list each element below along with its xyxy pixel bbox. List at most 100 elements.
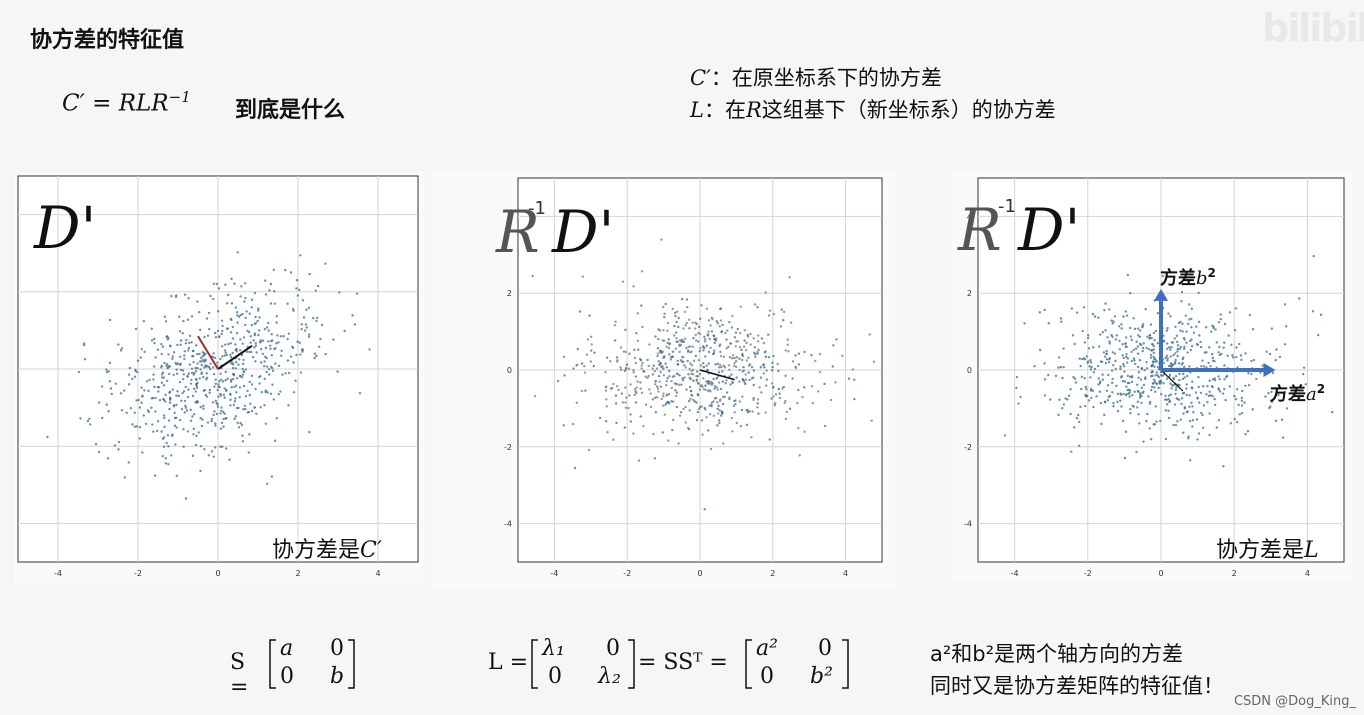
data-point: [716, 388, 719, 391]
data-point: [712, 400, 715, 403]
data-point: [1023, 322, 1026, 325]
data-point: [683, 337, 687, 340]
data-point: [1218, 390, 1222, 393]
data-point: [1261, 364, 1264, 367]
data-point: [1057, 366, 1060, 369]
data-point: [168, 396, 172, 400]
data-point: [1121, 354, 1124, 357]
data-point: [710, 401, 713, 404]
data-point: [1104, 302, 1107, 305]
data-point: [230, 277, 233, 281]
data-point: [279, 335, 283, 338]
data-point: [694, 333, 697, 337]
data-point: [205, 372, 208, 375]
data-point: [660, 397, 664, 401]
data-point: [1075, 417, 1079, 420]
data-point: [772, 395, 775, 398]
data-point: [646, 358, 649, 362]
data-point: [1102, 351, 1106, 354]
data-point: [1111, 351, 1114, 354]
data-point: [203, 388, 207, 392]
data-point: [676, 362, 680, 366]
note-c: C′：在原坐标系下的协方差: [690, 62, 942, 92]
data-point: [706, 334, 709, 337]
data-point: [1136, 365, 1140, 369]
data-point: [661, 365, 664, 368]
data-point: [706, 389, 710, 393]
data-point: [240, 285, 243, 288]
data-point: [284, 372, 287, 375]
data-point: [1124, 393, 1128, 397]
data-point: [1197, 385, 1200, 389]
data-point: [175, 394, 178, 397]
caption-right-text: 协方差是: [1216, 538, 1305, 563]
data-point: [157, 386, 161, 389]
data-point: [1244, 432, 1247, 436]
data-point: [168, 419, 171, 422]
data-point: [637, 348, 640, 351]
data-point: [1269, 405, 1272, 408]
data-point: [275, 321, 278, 324]
data-point: [209, 367, 212, 371]
data-point: [654, 383, 657, 386]
data-point: [1182, 391, 1186, 395]
data-point: [1140, 386, 1144, 390]
data-point: [672, 418, 675, 422]
data-point: [1198, 334, 1201, 337]
data-point: [1084, 404, 1087, 408]
data-point: [777, 387, 781, 391]
y-tick-label: -4: [964, 520, 972, 529]
data-point: [224, 379, 227, 382]
data-point: [219, 445, 222, 448]
data-point: [1174, 374, 1178, 378]
data-point: [174, 443, 177, 446]
data-point: [1148, 427, 1151, 430]
data-point: [236, 321, 239, 324]
data-point: [188, 334, 192, 338]
data-point: [1157, 375, 1161, 379]
data-point: [818, 370, 822, 374]
data-point: [1132, 357, 1136, 360]
data-point: [234, 415, 238, 418]
data-point: [728, 375, 731, 378]
data-point: [295, 278, 299, 282]
data-point: [1153, 423, 1157, 426]
data-point: [1154, 405, 1157, 408]
data-point: [796, 401, 799, 405]
data-point: [1197, 432, 1201, 435]
data-point: [193, 387, 196, 390]
data-point: [773, 402, 777, 405]
data-point: [222, 393, 225, 396]
data-point: [656, 354, 659, 358]
data-point: [178, 380, 182, 384]
data-point: [179, 368, 183, 372]
data-point: [1167, 394, 1171, 397]
data-point: [140, 347, 143, 351]
data-point: [835, 338, 838, 341]
data-point: [1188, 394, 1191, 397]
data-point: [780, 308, 783, 311]
data-point: [280, 349, 283, 353]
data-point: [705, 344, 708, 347]
data-point: [757, 334, 760, 337]
data-point: [1169, 315, 1172, 318]
data-point: [791, 377, 794, 380]
data-point: [1101, 373, 1104, 376]
data-point: [133, 375, 137, 378]
note-l-text: 这组基下（新坐标系）的协方差: [761, 98, 1056, 122]
data-point: [1123, 380, 1127, 383]
data-point: [652, 364, 656, 367]
data-point: [689, 377, 692, 381]
note-c-text: ：在原坐标系下的协方差: [710, 66, 942, 90]
data-point: [1194, 391, 1198, 394]
data-point: [1191, 380, 1194, 383]
data-point: [696, 375, 700, 378]
data-point: [1173, 337, 1176, 340]
data-point: [265, 326, 269, 329]
data-point: [1112, 401, 1115, 405]
data-point: [1038, 348, 1042, 352]
data-point: [183, 350, 187, 353]
data-point: [677, 325, 680, 329]
data-point: [609, 360, 612, 363]
data-point: [267, 367, 271, 371]
